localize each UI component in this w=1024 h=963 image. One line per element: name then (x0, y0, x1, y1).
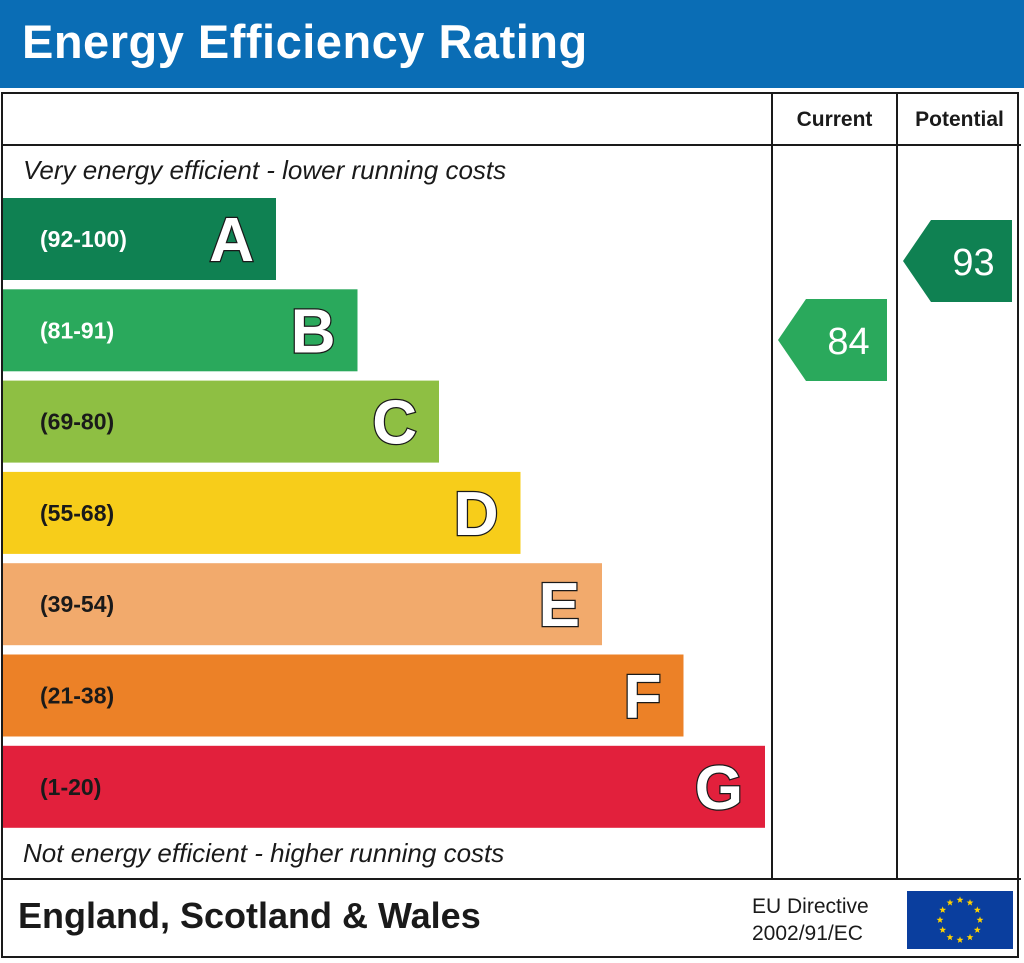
band-letter-c: C (372, 389, 417, 458)
band-range-e: (39-54) (40, 591, 114, 617)
bar-d (3, 471, 521, 554)
page-title: Energy Efficiency Rating (22, 15, 588, 68)
band-letter-d: D (454, 480, 499, 549)
bar-f (3, 654, 684, 737)
eu-star-icon (976, 916, 984, 923)
eu-star-icon (946, 933, 954, 941)
band-range-b: (81-91) (40, 317, 114, 343)
potential-rating-arrow (903, 220, 1012, 302)
band-letter-e: E (539, 571, 580, 640)
top-caption: Very energy efficient - lower running co… (23, 155, 507, 185)
bar-b (3, 289, 358, 372)
bar-c (3, 380, 439, 463)
band-range-g: (1-20) (40, 774, 101, 800)
eu-star-icon (966, 933, 974, 941)
header-bar: Energy Efficiency Rating (0, 0, 1024, 88)
footer-divider (1, 878, 1021, 880)
eu-star-icon (966, 899, 974, 906)
band-range-d: (55-68) (40, 500, 114, 526)
band-range-c: (69-80) (40, 409, 114, 435)
band-range-f: (21-38) (40, 683, 114, 709)
band-letter-a: A (209, 206, 254, 275)
band-letter-f: F (624, 663, 662, 732)
eu-star-icon (973, 906, 981, 913)
band-letter-b: B (291, 297, 336, 366)
bottom-caption: Not energy efficient - higher running co… (23, 838, 505, 868)
potential-rating-value: 93 (952, 242, 994, 284)
eu-directive-label: EU Directive (752, 895, 869, 918)
chart-frame (1, 92, 1019, 958)
eu-star-icon (956, 936, 964, 943)
column-divider-potential (896, 92, 898, 880)
current-column-header: Current (796, 108, 873, 131)
eu-star-icon (939, 926, 947, 933)
bar-g (3, 745, 765, 828)
current-rating-value: 84 (827, 321, 869, 363)
eu-flag-icon (907, 891, 1013, 949)
header-row-divider (1, 144, 1021, 146)
eu-directive-number: 2002/91/EC (752, 922, 863, 945)
bar-e (3, 563, 602, 646)
eu-star-icon (973, 926, 981, 933)
eu-star-icon (946, 899, 954, 906)
eu-star-icon (956, 896, 964, 903)
eu-star-icon (936, 916, 944, 923)
band-letter-g: G (695, 754, 743, 823)
region-label: England, Scotland & Wales (18, 895, 481, 936)
band-range-a: (92-100) (40, 226, 127, 252)
column-divider-current (771, 92, 773, 880)
current-rating-arrow (778, 299, 887, 381)
eu-star-icon (939, 906, 947, 913)
potential-column-header: Potential (915, 108, 1004, 131)
bar-a (3, 198, 276, 280)
